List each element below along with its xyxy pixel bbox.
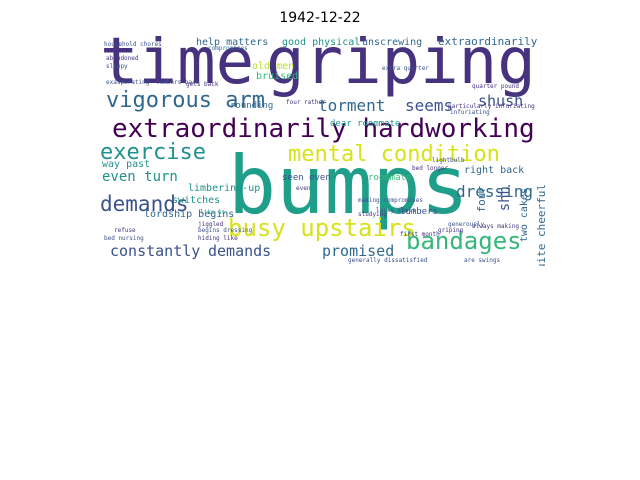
- word-promised: promised: [322, 242, 395, 260]
- word-help-matters: help matters: [196, 37, 269, 48]
- word-old-men: old men: [252, 61, 295, 72]
- word-quite-cheerful: quite cheerful: [535, 184, 548, 266]
- word-lumbers-back: lumbers back: [156, 79, 200, 86]
- word-mental-condition: mental condition: [288, 142, 500, 167]
- word-lumbers: lumbers: [400, 207, 438, 217]
- word-quarter-pound: quarter pound: [472, 83, 519, 90]
- word-making-compromises: making compromises: [358, 197, 424, 204]
- word-way-past: way past: [102, 159, 151, 170]
- word-lightbulb: lightbulb: [432, 157, 465, 164]
- word-jiggled: jiggled: [198, 221, 224, 228]
- word-always-making: always making: [472, 223, 519, 230]
- word-vigorous-arm: vigorous arm: [106, 88, 265, 113]
- word-refuse: refuse: [114, 227, 136, 234]
- word-seems: seems: [405, 96, 454, 115]
- word-extraordinarily: extraordinarily: [438, 36, 538, 48]
- word-bandages: bandages: [406, 227, 522, 255]
- word-particularly-infuriating: particularly infuriating: [448, 103, 535, 110]
- word-switches: switches: [172, 195, 221, 206]
- word-dressing: dressing: [456, 182, 534, 201]
- word-compromises: compromises: [208, 45, 248, 52]
- word-torment: torment: [318, 96, 386, 115]
- word-shh: shh: [497, 186, 513, 212]
- word-lucky-souls: lucky souls: [376, 207, 416, 214]
- word-busy-upstairs: busy upstairs: [228, 214, 416, 242]
- word-good-physical: good physical: [282, 37, 361, 48]
- word-cloud: time griping bumps extraordinarily hardw…: [100, 36, 560, 266]
- word-unscrewing: unscrewing: [362, 37, 423, 48]
- word-begins-dressing: begins dressing: [198, 227, 253, 234]
- word-like-us: like us: [200, 209, 226, 216]
- word-extraordinarily-hardworking: extraordinarily hardworking: [112, 114, 535, 144]
- chart-title: 1942-12-22: [279, 10, 361, 26]
- word-even: even: [296, 185, 311, 192]
- word-shush: shush: [478, 92, 524, 110]
- word-bed-nursing: bed nursing: [104, 235, 144, 242]
- word-demands-2: demands: [208, 242, 272, 260]
- word-hiding-like: hiding like: [198, 235, 238, 242]
- word-two-cakes: two cakes: [519, 188, 530, 243]
- word-generally-dissatisfied: generally dissatisfied: [348, 257, 428, 264]
- word-bumps: bumps: [228, 139, 469, 232]
- word-first-month: first month: [400, 231, 440, 238]
- word-roommate: roommate: [368, 173, 412, 183]
- word-abandoned: abandoned: [106, 55, 139, 62]
- word-rounding: rounding: [230, 101, 274, 111]
- word-constantly: constantly: [110, 242, 201, 260]
- word-right-back: right back: [464, 165, 525, 176]
- word-four-rather: four rather: [286, 99, 326, 106]
- word-seen-even: seen even: [282, 173, 331, 183]
- word-are-swings: are swings: [464, 257, 501, 264]
- word-griping: griping: [266, 36, 536, 99]
- word-household-chores: household chores: [104, 41, 162, 48]
- word-extra-quarter: extra quarter: [382, 65, 429, 72]
- word-exercise: exercise: [100, 140, 206, 165]
- word-studying: studying: [358, 211, 387, 218]
- word-limbering-up: limbering-up: [188, 183, 261, 194]
- word-four: four: [475, 186, 488, 213]
- word-generously: generously: [448, 221, 485, 228]
- word-sleepy: sleepy: [106, 63, 128, 70]
- word-bed-longer: bed longer: [412, 165, 449, 172]
- word-gets-back: gets back: [186, 81, 219, 88]
- word-dear-roommate: dear roommate: [330, 119, 401, 129]
- word-even-turn: even turn: [102, 169, 178, 185]
- word-time: time: [100, 36, 255, 99]
- word-exasperating: exasperating: [106, 79, 150, 86]
- word-demands: demands: [100, 192, 189, 216]
- word-infuriating: infuriating: [450, 109, 490, 116]
- word-bruised: bruised: [256, 71, 299, 82]
- word-lordship-begins: lordship begins: [144, 209, 235, 220]
- word-griping-small: griping: [438, 227, 464, 234]
